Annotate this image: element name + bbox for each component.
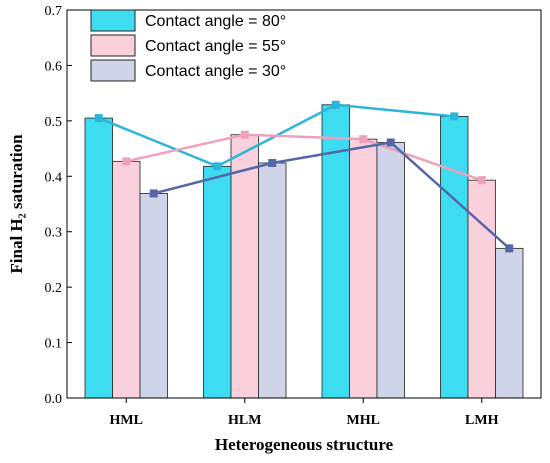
bar-hlm-series-0 [203, 165, 232, 399]
point-hml-series-0 [94, 114, 103, 123]
bar-mhl-series-0 [321, 104, 350, 399]
legend-swatch-2 [90, 59, 136, 82]
legend-label-2: Contact angle = 30° [145, 63, 286, 80]
x-tick-label-mhl: MHL [347, 413, 380, 428]
y-tick-label: 0.5 [45, 115, 63, 130]
legend-swatch-1 [90, 34, 136, 57]
y-tick-label: 0.7 [45, 4, 63, 19]
x-tick-label-hlm: HLM [228, 413, 261, 428]
axes-layer [66, 9, 542, 399]
legend: Contact angle = 80° Contact angle = 55° Co… [90, 9, 286, 82]
x-tick-label-hml: HML [110, 413, 143, 428]
point-lmh-series-2 [505, 244, 514, 253]
bar-lmh-series-1 [467, 179, 496, 399]
y-tick-label: 0.1 [45, 337, 63, 352]
point-hml-series-2 [149, 189, 158, 198]
y-tick-label: 0.0 [45, 392, 63, 407]
point-mhl-series-2 [386, 138, 395, 147]
point-hlm-series-2 [268, 158, 277, 167]
y-axis-ticks: 0.0 0.1 0.2 0.3 0.4 0.5 0.6 0.7 [45, 4, 72, 407]
bar-lmh-series-2 [495, 247, 524, 399]
bars-layer [84, 104, 524, 399]
series-line-1 [125, 133, 483, 182]
point-mhl-series-1 [359, 135, 368, 144]
point-hlm-series-1 [240, 130, 249, 139]
bar-lmh-series-0 [440, 116, 469, 399]
y-axis-title: Final H₂ saturation [7, 134, 26, 274]
bar-hlm-series-2 [258, 162, 287, 399]
x-axis-title: Heterogeneous structure [215, 435, 394, 454]
x-tick-label-lmh: LMH [465, 413, 499, 428]
point-hlm-series-0 [213, 162, 222, 171]
legend-label-0: Contact angle = 80° [145, 13, 286, 30]
legend-swatch-0 [90, 9, 136, 32]
plot-frame [66, 9, 542, 399]
legend-label-1: Contact angle = 55° [145, 38, 286, 55]
y-tick-label: 0.3 [45, 226, 63, 241]
point-lmh-series-0 [450, 112, 459, 121]
y-tick-label: 0.4 [45, 170, 63, 185]
bar-mhl-series-2 [376, 142, 405, 399]
bar-mhl-series-1 [349, 138, 378, 399]
y-tick-label: 0.6 [45, 59, 63, 74]
lines-layer [94, 100, 514, 253]
y-tick-label: 0.2 [45, 281, 63, 296]
bar-hml-series-0 [84, 117, 113, 399]
point-lmh-series-1 [477, 176, 486, 185]
point-hml-series-1 [122, 157, 131, 166]
bar-hlm-series-1 [230, 134, 259, 399]
bar-hml-series-1 [112, 160, 141, 399]
x-axis-ticks: HML HLM MHL LMH [110, 398, 499, 428]
series-line-2 [153, 141, 511, 250]
bar-hml-series-2 [139, 193, 168, 399]
point-mhl-series-0 [331, 100, 340, 109]
